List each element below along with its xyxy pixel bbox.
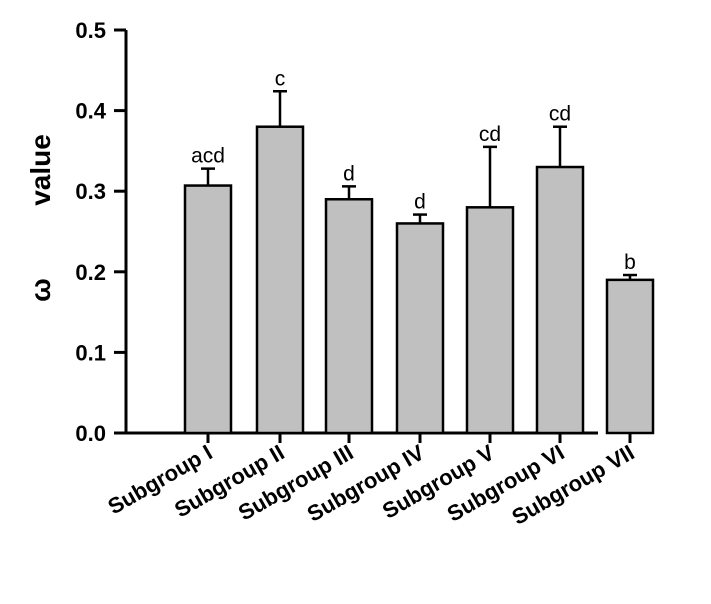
y-axis-label-symbol: ω [25, 278, 56, 302]
significance-label: cd [479, 123, 501, 146]
bar [183, 184, 233, 435]
significance-label: cd [549, 103, 571, 126]
y-tick-label: 0.3 [75, 179, 106, 204]
y-tick-label: 0.2 [75, 260, 106, 285]
significance-label: acd [191, 145, 225, 168]
significance-label: b [624, 251, 636, 274]
bar [395, 222, 445, 435]
y-tick-label: 0.0 [75, 421, 106, 446]
bar [605, 278, 655, 435]
bar [324, 198, 374, 435]
significance-label: d [414, 191, 426, 214]
significance-label: c [275, 67, 286, 90]
y-tick-label: 0.5 [75, 18, 106, 43]
y-tick-label: 0.1 [75, 340, 106, 365]
y-axis-label-text: value [25, 134, 56, 206]
bar [255, 125, 305, 435]
bar [535, 165, 585, 435]
y-tick-label: 0.4 [75, 99, 106, 124]
significance-label: d [343, 162, 355, 185]
error-bars [201, 90, 637, 280]
y-axis: 0.0 0.1 0.2 0.3 0.4 0.5 [75, 18, 128, 446]
bar [465, 206, 515, 435]
bars [183, 125, 655, 435]
